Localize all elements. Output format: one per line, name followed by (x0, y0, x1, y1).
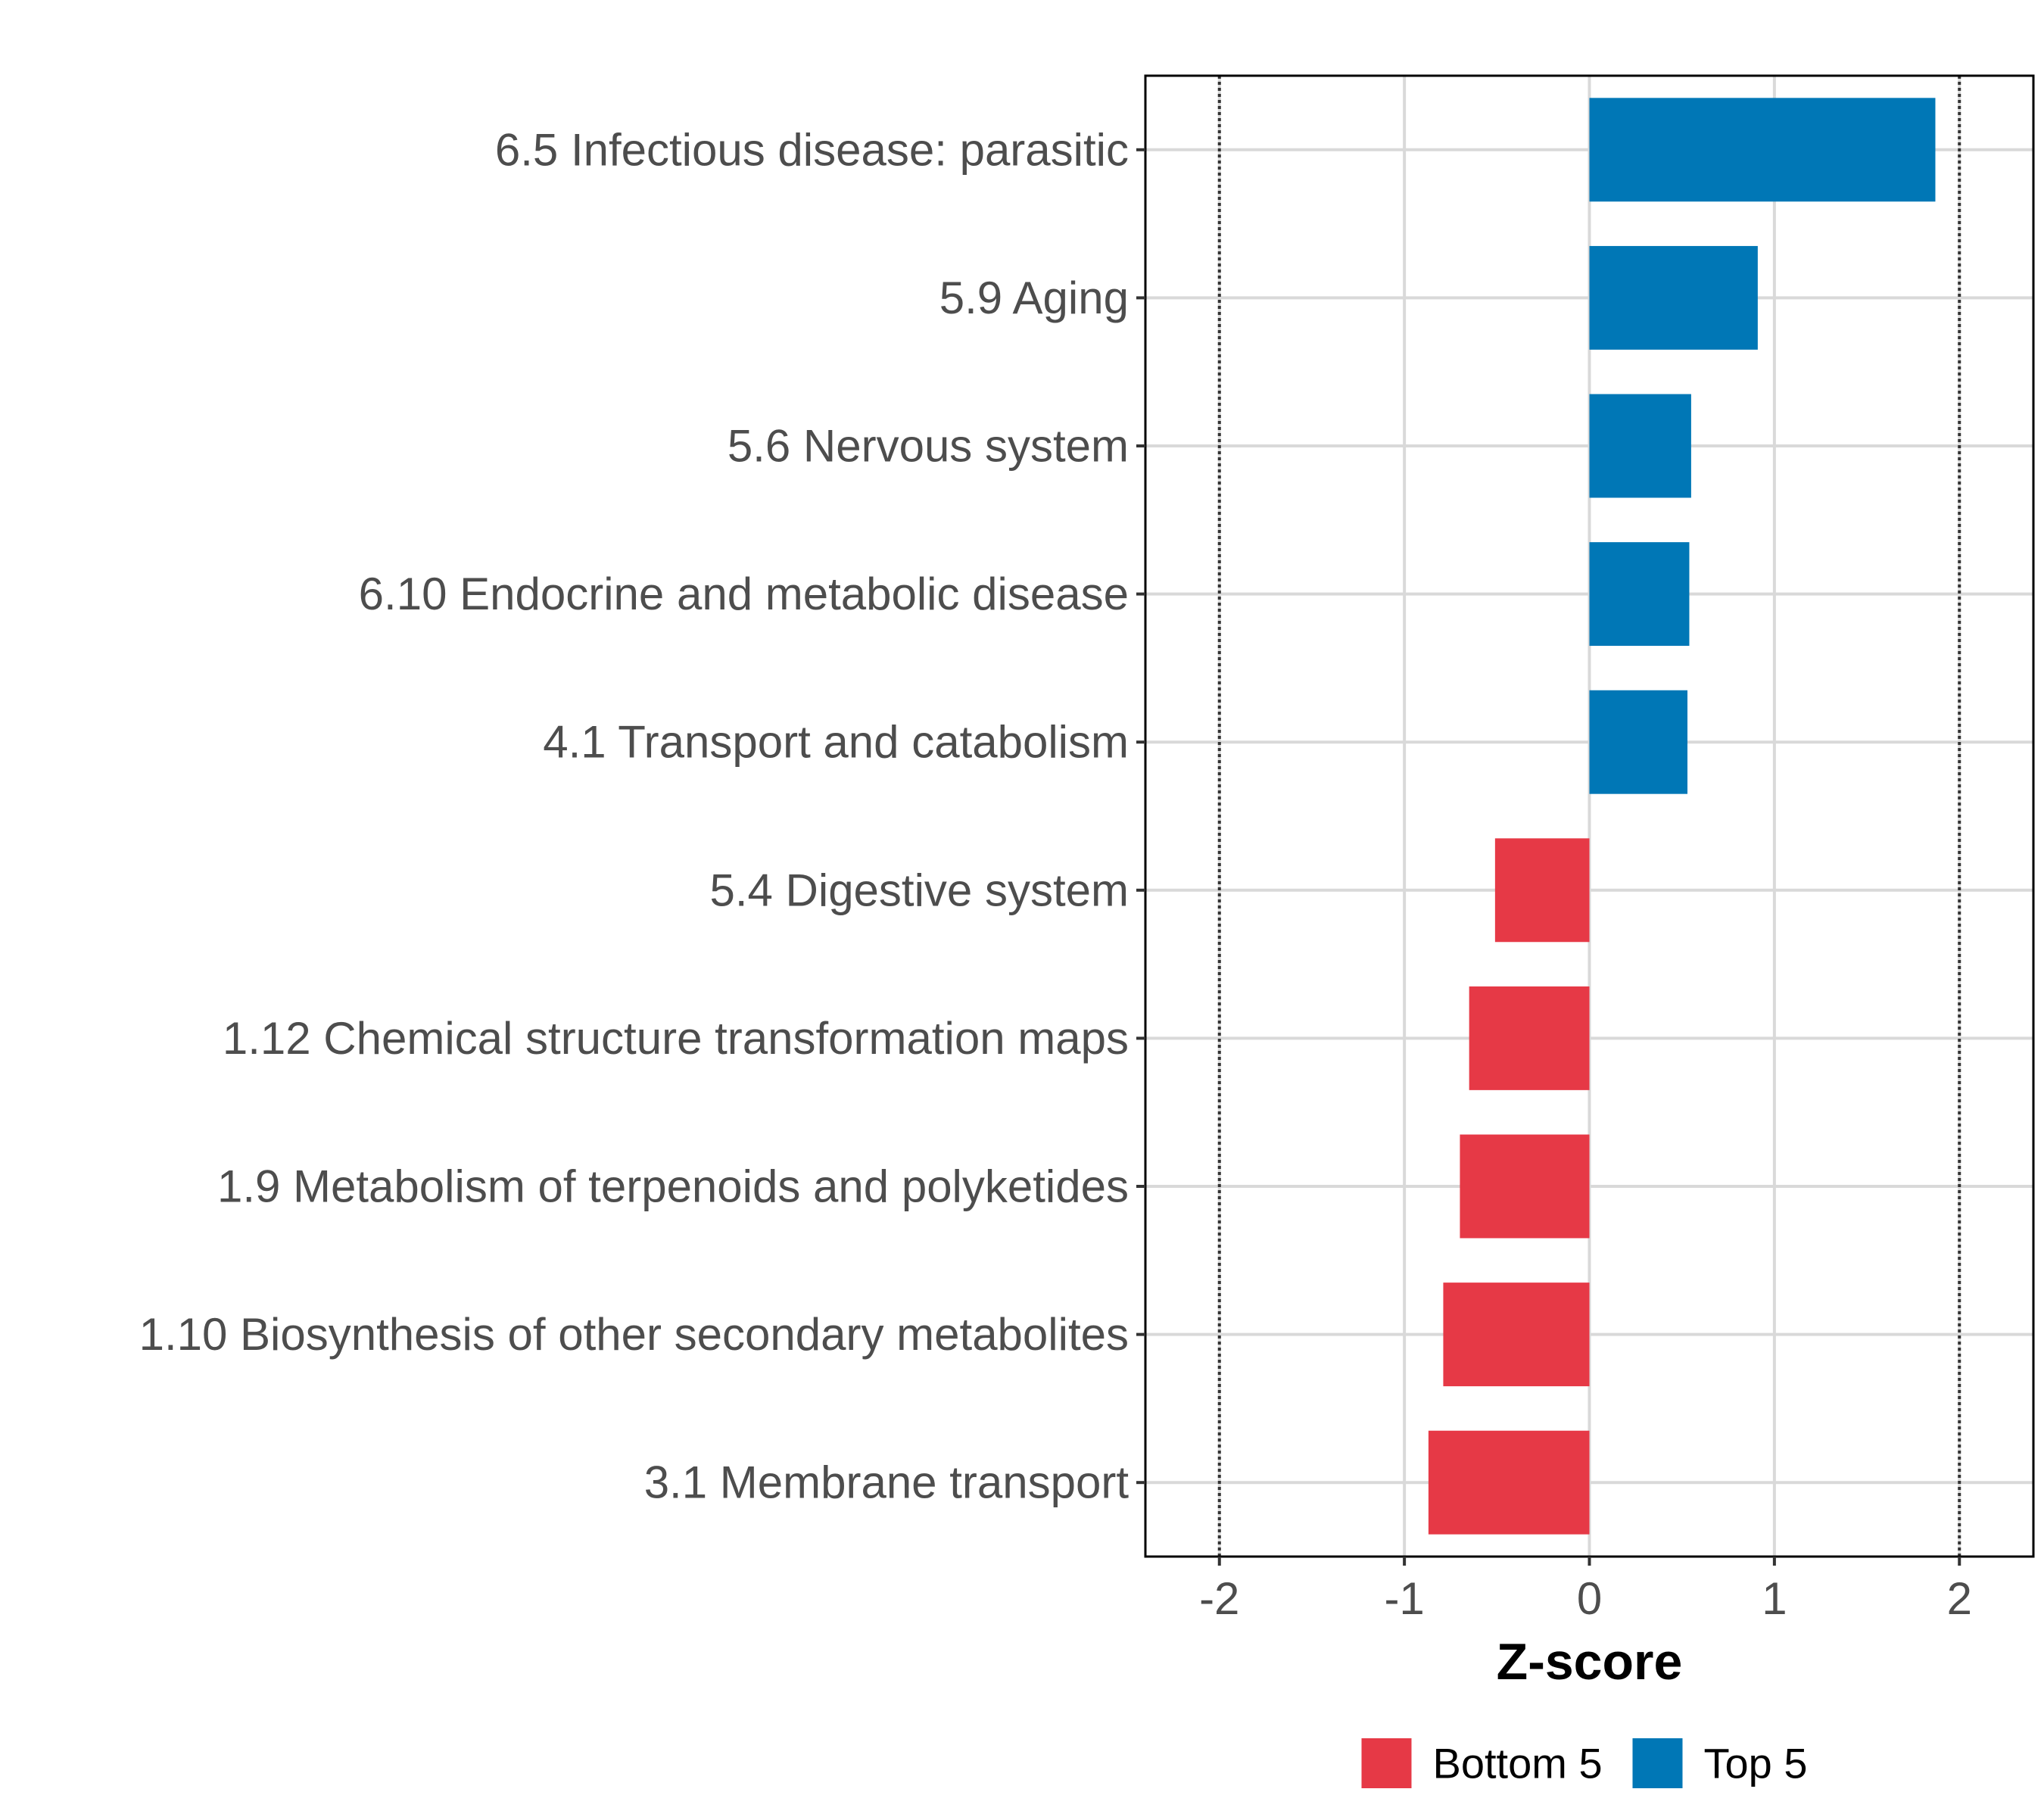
bar (1589, 394, 1691, 498)
x-axis-tick-labels: -2 -1 0 1 2 (1199, 1573, 1972, 1624)
bar (1589, 542, 1690, 647)
bar (1428, 1430, 1590, 1535)
y-axis-label: 6.5 Infectious disease: parasitic (495, 124, 1129, 175)
legend-label: Bottom 5 (1433, 1740, 1603, 1787)
x-axis-title: Z-score (1497, 1633, 1683, 1691)
y-axis-label: 1.9 Metabolism of terpenoids and polyket… (217, 1161, 1129, 1212)
x-tick-label: 0 (1577, 1573, 1602, 1624)
x-axis-ticks (1217, 1557, 1961, 1566)
reference-lines (1217, 76, 1961, 1557)
x-tick-label: 2 (1947, 1573, 1972, 1624)
legend: Bottom 5 Top 5 (1361, 1738, 1808, 1788)
bar (1443, 1282, 1590, 1387)
bar (1589, 98, 1936, 202)
y-axis-label: 5.4 Digestive system (709, 865, 1129, 915)
legend-swatch (1632, 1738, 1683, 1788)
legend-swatch (1361, 1738, 1412, 1788)
x-tick-label: -2 (1199, 1573, 1239, 1624)
y-axis-label: 1.10 Biosynthesis of other secondary met… (139, 1309, 1129, 1360)
y-axis-label: 4.1 Transport and catabolism (543, 717, 1129, 768)
y-axis-label: 5.9 Aging (939, 273, 1129, 323)
x-tick-label: 1 (1762, 1573, 1787, 1624)
bars (1428, 98, 1936, 1535)
bar (1460, 1134, 1590, 1239)
bar (1469, 986, 1590, 1090)
bar (1589, 245, 1758, 350)
y-axis-label: 5.6 Nervous system (728, 421, 1129, 472)
y-axis-label: 1.12 Chemical structure transformation m… (223, 1013, 1129, 1064)
y-axis-ticks (1136, 148, 1145, 1485)
x-tick-label: -1 (1384, 1573, 1424, 1624)
bar (1589, 690, 1688, 794)
y-axis-labels: 6.5 Infectious disease: parasitic 5.9 Agi… (139, 124, 1129, 1507)
y-axis-label: 3.1 Membrane transport (644, 1457, 1129, 1508)
legend-label: Top 5 (1704, 1740, 1808, 1787)
bar (1494, 838, 1590, 943)
y-axis-label: 6.10 Endocrine and metabolic disease (359, 569, 1129, 619)
